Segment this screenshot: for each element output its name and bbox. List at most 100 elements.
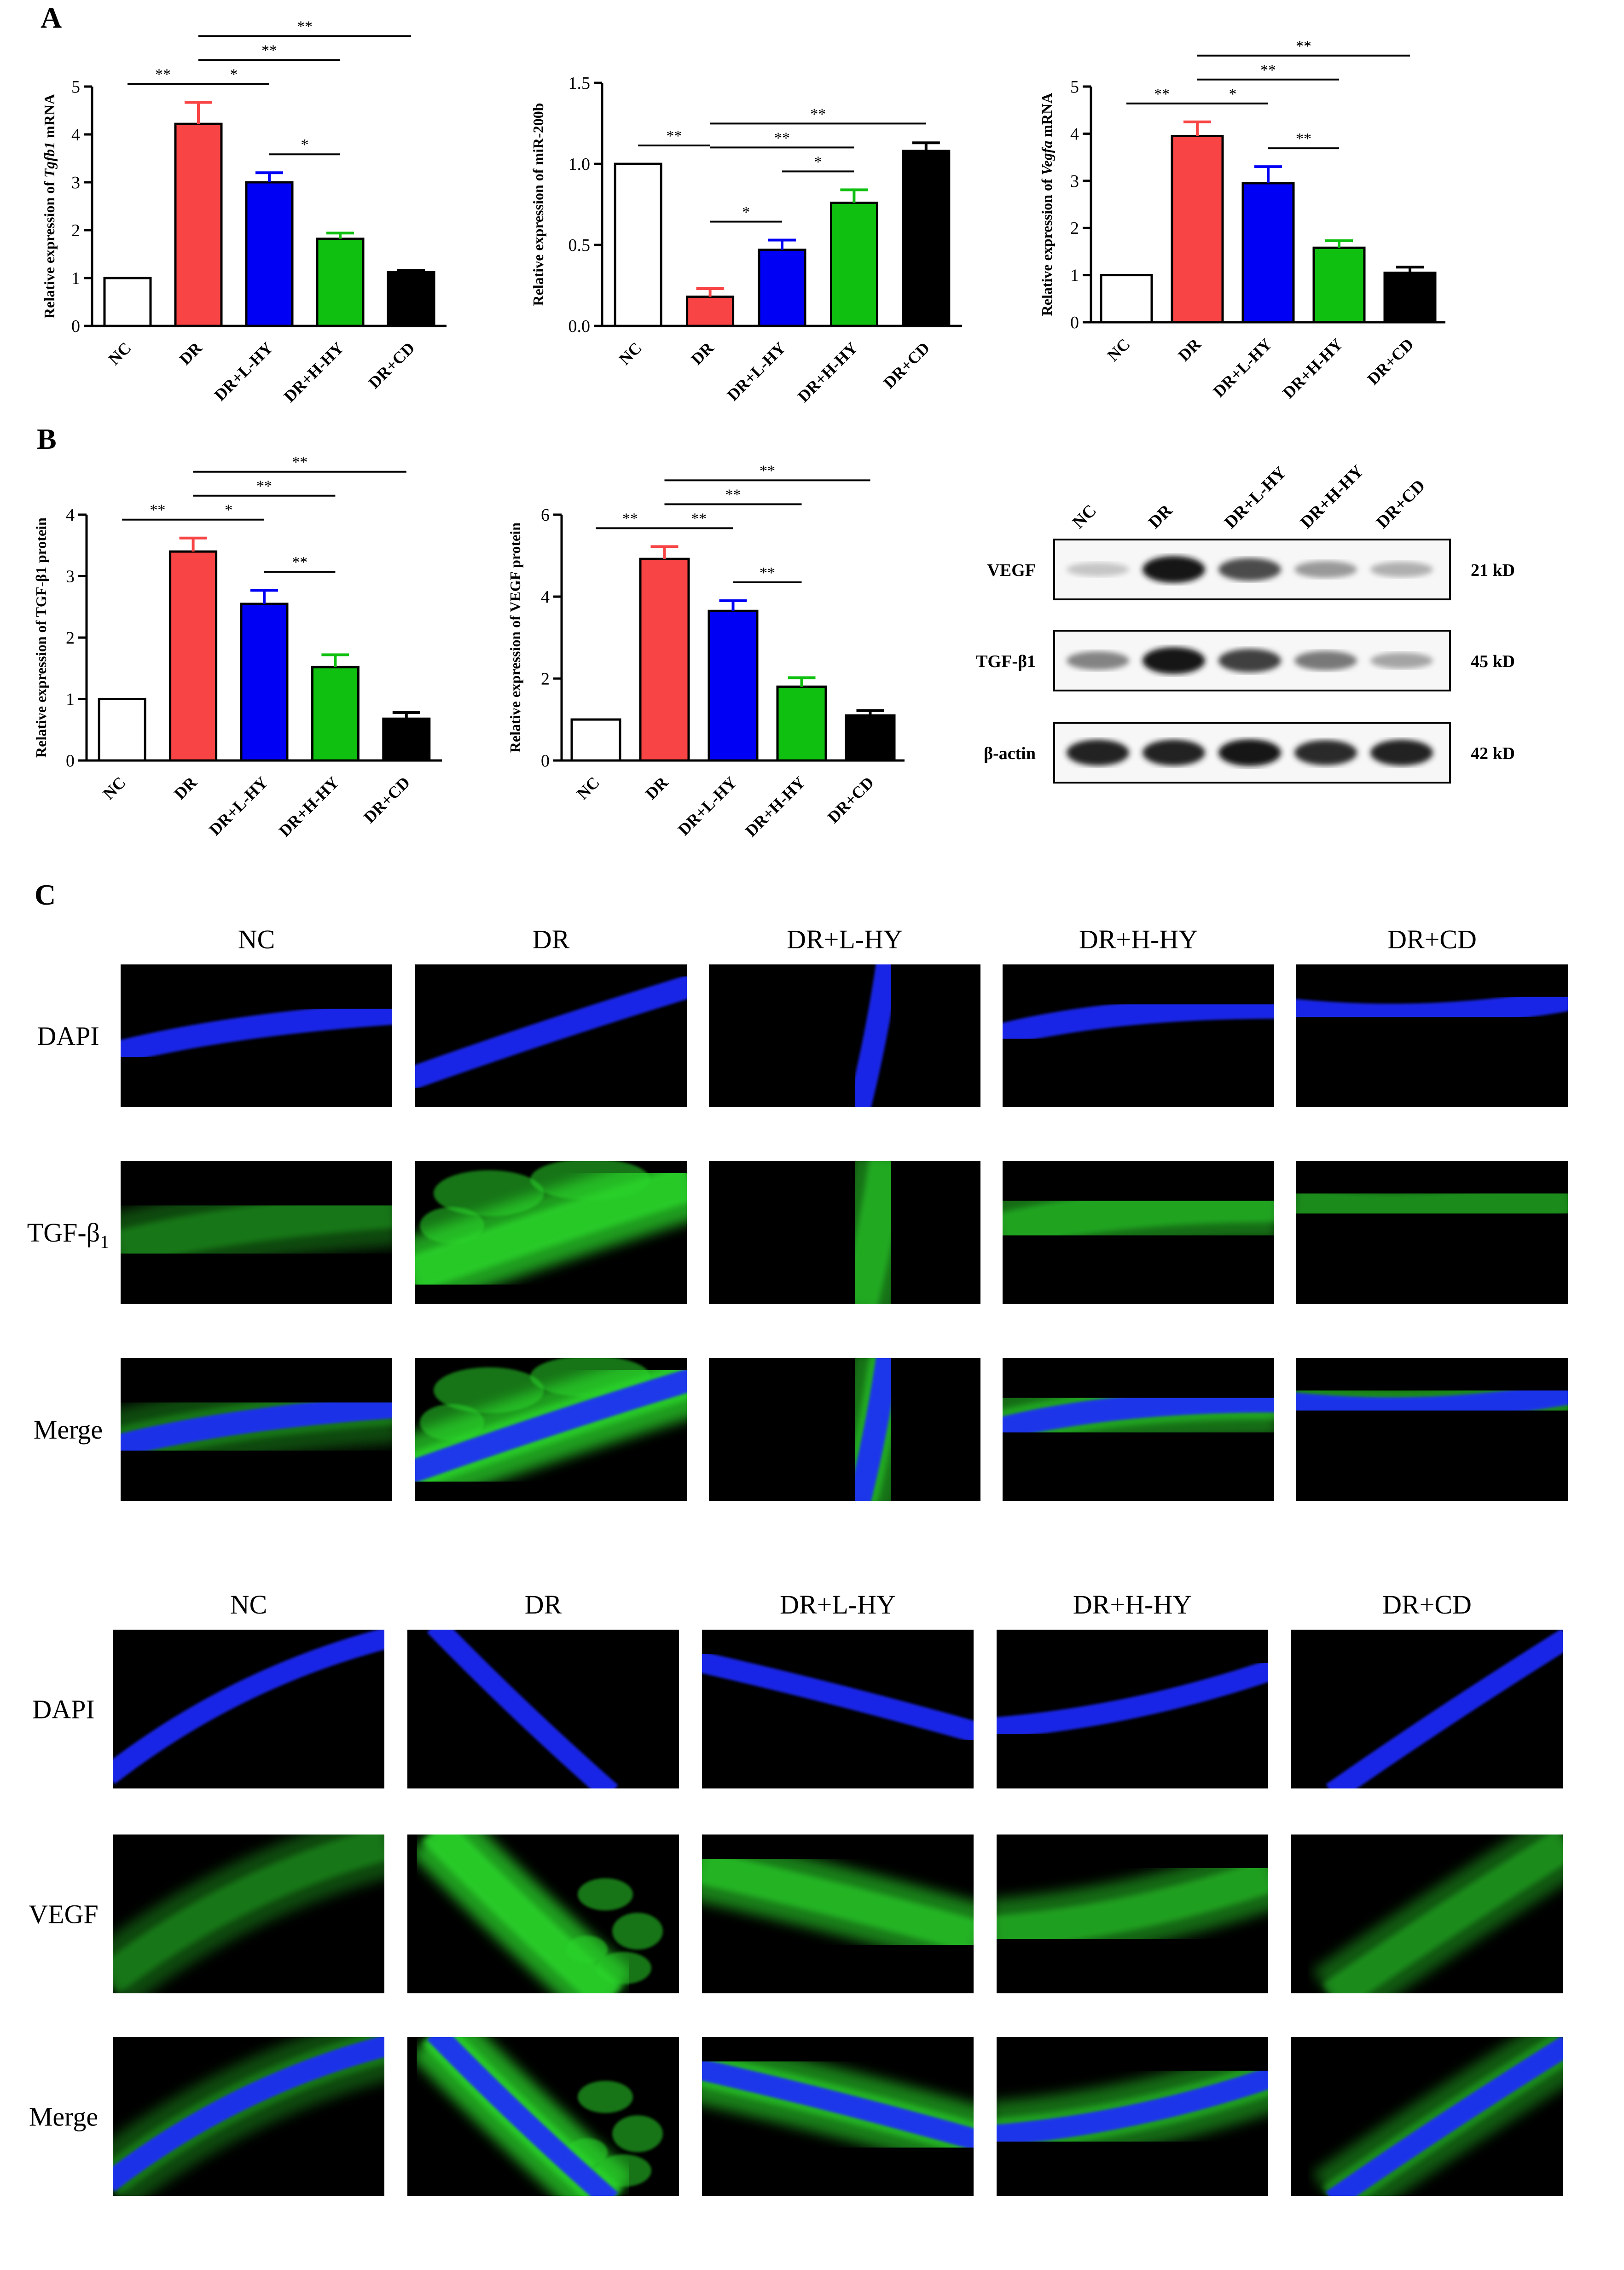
y-tick-label: 2 — [1070, 219, 1079, 238]
category-label: DR+H-HY — [742, 773, 809, 840]
lane-label: DR+L-HY — [1221, 463, 1290, 532]
significance-label: ** — [725, 486, 741, 503]
if-column-header: DR+CD — [1387, 924, 1477, 954]
if-image — [1291, 1835, 1563, 1993]
bar-nc — [103, 277, 152, 327]
if-image — [407, 1835, 679, 1993]
y-tick-label: 3 — [71, 173, 80, 192]
blot-band — [1370, 652, 1433, 669]
if-grid-vegf: NC DR DR+L-HY DR+H-HY DR+CD DAPI VEGF Merge — [29, 1590, 1563, 2196]
y-tick-label: 1 — [66, 690, 75, 709]
if-image — [113, 2037, 384, 2196]
lane-label: NC — [1069, 501, 1101, 533]
bar-dr-cd — [845, 714, 896, 762]
bar-dr — [169, 550, 218, 762]
if-image — [702, 1835, 974, 1993]
if-column-header: DR — [525, 1590, 562, 1620]
if-image — [415, 1358, 687, 1501]
category-label: DR+L-HY — [210, 338, 276, 404]
significance-label: ** — [292, 454, 307, 471]
category-label: DR+L-HY — [723, 338, 789, 404]
category-label: NC — [105, 338, 135, 368]
blot-size-label: 21 kD — [1471, 561, 1515, 580]
blot-band — [1218, 649, 1281, 673]
if-image — [415, 964, 687, 1107]
bar-dr — [686, 296, 735, 327]
blot-band — [1294, 561, 1357, 578]
category-label: DR — [687, 338, 718, 369]
if-image — [1003, 964, 1274, 1107]
bar-nc — [98, 698, 146, 762]
if-image — [1296, 1161, 1568, 1304]
significance-label: ** — [256, 478, 272, 495]
blot-band — [1370, 739, 1433, 766]
y-tick-label: 0 — [541, 751, 550, 771]
if-column-header: DR+L-HY — [787, 924, 903, 954]
significance-label: ** — [1154, 86, 1170, 103]
significance-label: * — [225, 502, 232, 519]
chart-vegf-protein: 0 2 4 6 Relative expression of VEGF protein N… — [507, 462, 905, 840]
category-label: NC — [99, 773, 129, 803]
significance-label: * — [230, 66, 238, 83]
significance-label: ** — [297, 18, 313, 35]
blot-band — [1370, 562, 1433, 577]
if-column-header: DR — [533, 924, 570, 954]
if-image — [407, 2037, 679, 2196]
y-tick-label: 0.0 — [568, 317, 591, 336]
category-label: DR+CD — [1363, 335, 1417, 388]
category-label: DR — [642, 773, 672, 803]
significance-label: * — [301, 136, 309, 153]
category-label: DR+CD — [880, 338, 933, 392]
category-label: DR+CD — [365, 338, 418, 392]
significance-label: ** — [261, 42, 277, 59]
bar-dr-cd — [1383, 271, 1437, 324]
y-tick-label: 0 — [1070, 313, 1079, 332]
blot-size-label: 45 kD — [1471, 652, 1515, 671]
y-tick-label: 4 — [66, 505, 75, 525]
bar-dr-l-hy — [1241, 182, 1295, 324]
significance-label: ** — [622, 510, 638, 527]
blot-band — [1218, 558, 1281, 581]
panel-label-c: C — [35, 878, 56, 911]
y-tick-label: 1 — [1070, 266, 1079, 285]
y-tick-label: 5 — [1070, 77, 1079, 97]
bar-dr-cd — [382, 717, 431, 762]
bar-dr — [174, 122, 223, 327]
category-label: DR+H-HY — [280, 338, 348, 406]
if-row-label: DAPI — [37, 1021, 99, 1051]
chart-vegfa-mrna: 0 1 2 3 4 5 Relative expression of Vegfa mRNA N… — [1038, 38, 1445, 402]
significance-label: ** — [1296, 130, 1311, 147]
y-axis-label: Relative expression of Vegfa mRNA — [1038, 93, 1055, 316]
if-column-header: DR+H-HY — [1079, 924, 1198, 954]
chart-tgfb1-mrna: 0 1 2 3 4 5 Relative expression of Tgfb1 mRNA N… — [41, 18, 447, 406]
bar-dr — [639, 557, 690, 762]
if-grid-tgfb1: NC DR DR+L-HY DR+H-HY DR+CD DAPI TGF-β1 Merge — [27, 924, 1568, 1501]
blot-band — [1067, 651, 1129, 670]
category-label: DR+CD — [360, 773, 413, 826]
y-tick-label: 3 — [66, 567, 75, 586]
if-row-label: Merge — [29, 2102, 98, 2132]
if-image — [997, 2037, 1268, 2196]
blot-band — [1143, 739, 1205, 766]
if-image — [1291, 1630, 1563, 1788]
if-column-header: NC — [230, 1590, 267, 1620]
category-label: DR+L-HY — [674, 773, 740, 839]
significance-label: ** — [760, 462, 775, 479]
category-label: DR — [1175, 335, 1205, 365]
y-axis-label: Relative expression of VEGF protein — [507, 523, 523, 753]
lane-label: DR — [1145, 500, 1177, 532]
if-image — [997, 1835, 1268, 1993]
bar-nc — [570, 718, 621, 762]
category-label: NC — [573, 773, 603, 803]
y-tick-label: 1 — [71, 269, 80, 288]
bar-dr-cd — [902, 150, 951, 327]
blot-band — [1294, 651, 1357, 670]
y-tick-label: 4 — [1070, 124, 1079, 144]
blot-band — [1143, 556, 1205, 583]
if-row-label: VEGF — [29, 1899, 98, 1929]
significance-label: ** — [666, 128, 682, 145]
significance-label: ** — [155, 66, 171, 83]
category-label: DR+H-HY — [794, 338, 861, 406]
category-label: DR+L-HY — [1209, 335, 1275, 401]
if-row-label: DAPI — [32, 1695, 94, 1724]
